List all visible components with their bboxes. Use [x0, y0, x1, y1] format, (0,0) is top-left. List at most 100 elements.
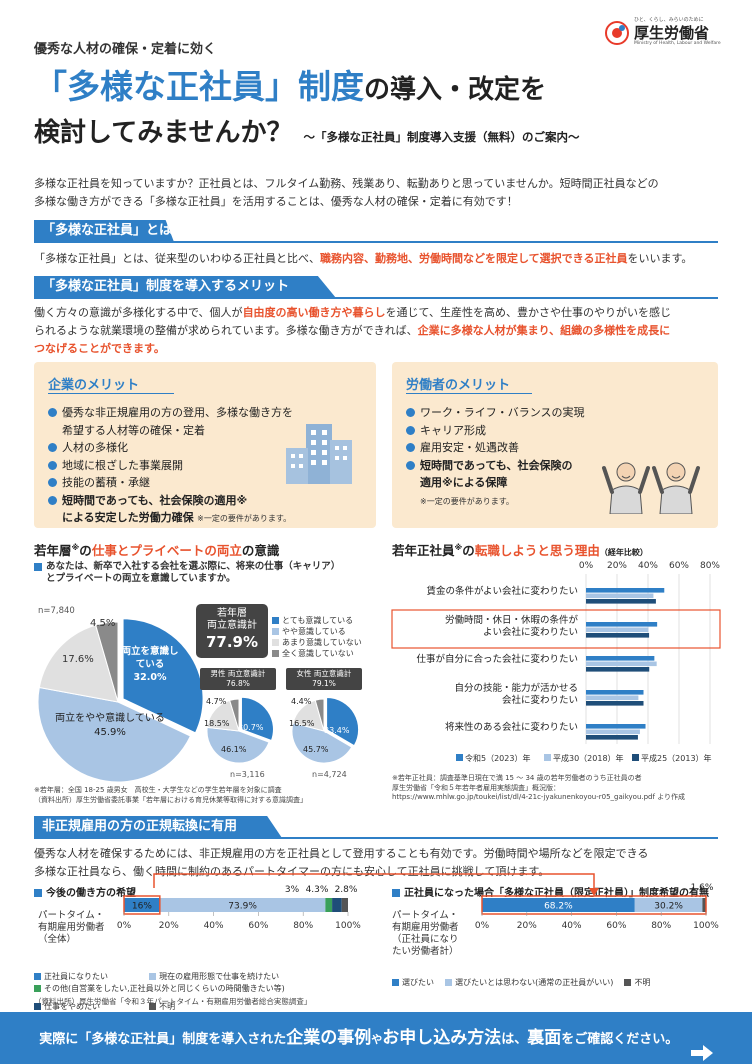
worker-merit-note: ※一定の要件があります。 [420, 496, 514, 506]
list-item: 技能の蓄積・承継 [48, 474, 293, 492]
legend-text: 仕事をやめたい [44, 1002, 100, 1011]
left-label-line: パートタイム・ [38, 910, 105, 921]
right-stack-label: パートタイム・ 有期雇用労働者 （正社員になり たい労働者計） [392, 910, 459, 958]
legend-text: やや意識している [282, 627, 346, 636]
legend-text: 現在の雇用形態で仕事を続けたい [159, 972, 280, 981]
legend-swatch [34, 1003, 41, 1010]
male-summary-label: 男性 両立意識計 [210, 669, 266, 678]
connector-arrow [153, 873, 599, 896]
pie-notes: ※若年層：全国 18-25 歳男女 高校生・大学生などの学生若年層を対象に調査 … [34, 785, 307, 805]
section1-highlight: 職務内容、勤務地、労働時間などを限定して選択できる正社員 [320, 252, 628, 265]
legend-item: 正社員になりたい [34, 971, 144, 982]
logo-tagline: ひと、くらし、みらいのために [634, 17, 704, 23]
pie-strong-value: 32.0% [133, 672, 167, 683]
right-label-line: パートタイム・ [392, 910, 459, 921]
male-pie-strong: 30.7% [238, 723, 264, 732]
pie-slice [291, 722, 353, 764]
section2-line3: つなげることができます。 [34, 340, 724, 358]
section1-text-a: 「多様な正社員」とは、従来型のいわゆる正社員と比べ、 [34, 252, 320, 265]
category-label: 賃金の条件がよい会社に変わりたい [426, 585, 578, 597]
title-highlight: 「多様な正社員」制度 [34, 67, 364, 106]
highlight-frame [391, 609, 721, 649]
legend-item: やや意識している [272, 626, 362, 637]
logo-english: Ministry of Health, Labour and Welfare [634, 41, 721, 46]
male-pie-none: 4.7% [206, 697, 227, 706]
left-stacked-bar: 16% 73.9% 3% 4.3% 2.8% 0% 20% 40% 60% 80% 100% [117, 885, 361, 931]
bar-title-a: 若年正社員 [392, 543, 455, 558]
list-item: ※一定の要件があります。 [406, 492, 585, 511]
page-title-line2: 検討してみませんか？ 〜「多様な正社員」制度導入支援（無料）のご案内〜 [34, 112, 580, 149]
ministry-logo: ひと、くらし、みらいのために 厚生労働省 Ministry of Health,… [604, 14, 734, 50]
legend-item: 選びたい [392, 977, 434, 988]
segment-label: 68.2% [544, 902, 573, 912]
bottom-banner[interactable]: 実際に「多様な正社員」制度を導入された企業の事例やお申し込み方法は、裏面をご確認… [0, 1012, 752, 1064]
list-item: による安定した労働力確保 ※一定の要件があります。 [48, 509, 293, 528]
bar [586, 656, 655, 661]
company-merit-note: ※一定の要件があります。 [197, 514, 292, 523]
x-tick-label: 80% [293, 921, 313, 931]
list-item: キャリア形成 [406, 422, 585, 440]
left-label-line: 有期雇用労働者 [38, 922, 105, 933]
section2-p2a: られるような就業環境の整備が求められています。多様な働き方ができれば、 [34, 324, 418, 337]
section3-line1: 優秀な人材を確保するためには、非正規雇用の方を正社員として登用することも有効です… [34, 847, 649, 860]
bar [586, 627, 649, 633]
bar [586, 593, 654, 599]
title-rest: の導入・改定を [364, 75, 547, 105]
section3-source: （資料出所）厚生労働省「令和３年パートタイム・有期雇用労働者総合実態調査」 [34, 997, 312, 1006]
x-tick-label: 100% [693, 921, 719, 931]
list-item: 雇用安定・処遇改善 [406, 439, 585, 457]
section2-line2: られるような就業環境の整備が求められています。多様な働き方ができれば、企業に多様… [34, 322, 724, 340]
legend-swatch [272, 617, 279, 624]
section2-p1-highlight: 自由度の高い働き方や暮らし [242, 306, 386, 319]
legend-swatch [272, 639, 279, 646]
pie-slice [229, 698, 240, 732]
x-tick-label: 20% [517, 921, 537, 931]
pie-title-c: の意識 [241, 543, 280, 558]
male-pie-some: 46.1% [221, 745, 247, 754]
main-pie-label-strong: 両立を意識している 32.0% [120, 645, 180, 684]
logo-name: 厚生労働省 [634, 24, 710, 42]
list-item: 短時間であっても、社会保険の適用※ [48, 492, 293, 510]
legend-item: 全く意識していない [272, 648, 362, 659]
legend-item: 仕事をやめたい [34, 1001, 144, 1012]
summary-value: 77.9% [205, 633, 259, 651]
pie-title-b: の [79, 543, 92, 558]
legend-swatch [149, 1003, 157, 1010]
bar [586, 633, 650, 638]
list-item: 適用※による保障 [420, 476, 508, 489]
title-line2-text: 検討してみませんか？ [34, 118, 293, 148]
worker-merit-list: ワーク・ライフ・バランスの実現 キャリア形成 雇用安定・処遇改善 短時間であって… [406, 404, 585, 510]
right-stack-legend: 選びたい 選びたいとは思わない(通常の正社員がいい) 不明 [392, 970, 650, 989]
category-label: 将来性のある会社に変わりたい [445, 721, 578, 733]
male-pie-notmuch: 18.5% [204, 719, 230, 728]
legend-text: あまり意識していない [282, 638, 362, 647]
legend-swatch [456, 754, 463, 761]
bar [586, 667, 650, 672]
bar-title-sup: ※ [454, 542, 463, 552]
legend-text: 平成25（2013）年 [641, 753, 712, 763]
legend-text: 令和5（2023）年 [465, 753, 530, 763]
legend-swatch [624, 979, 632, 986]
right-stack-title-text: 正社員になった場合「多様な正社員（限定正社員）」制度希望の有無 [404, 888, 709, 899]
worker-merit-title: 労働者のメリット [406, 378, 511, 393]
company-merit-list: 優秀な非正規雇用の方の登用、多様な働き方を 希望する人材等の確保・定着 人材の多… [48, 404, 293, 528]
section2-rule [34, 297, 718, 299]
category-label: 仕事が自分に合った会社に変わりたい [416, 653, 578, 665]
legend-swatch [632, 754, 639, 761]
main-pie-chart [37, 618, 204, 783]
legend-item: あまり意識していない [272, 637, 362, 648]
pie-some-caption: 両立をやや意識している [55, 713, 165, 724]
x-tick-label: 60% [606, 921, 626, 931]
section2-line1: 働く方々の意識が多様化する中で、個人が自由度の高い働き方や暮らしを通じて、生産性… [34, 304, 724, 322]
female-pie-strong: 33.4% [324, 726, 350, 735]
legend-text: とても意識している [282, 616, 354, 625]
section1-text: 「多様な正社員」とは、従来型のいわゆる正社員と比べ、職務内容、勤務地、労働時間な… [34, 250, 724, 268]
x-tick-label: 60% [669, 561, 689, 571]
x-tick-label: 20% [607, 561, 627, 571]
bottom-text-apply: お申し込み方法 [382, 1028, 502, 1048]
bar [586, 695, 639, 701]
legend-text: その他(自営業をしたい,正社員以外と同じくらいの時間働きたい等) [44, 984, 285, 993]
segment-label: 3% [285, 885, 300, 895]
company-merit-title: 企業のメリット [48, 378, 140, 393]
x-tick-label: 40% [562, 921, 582, 931]
